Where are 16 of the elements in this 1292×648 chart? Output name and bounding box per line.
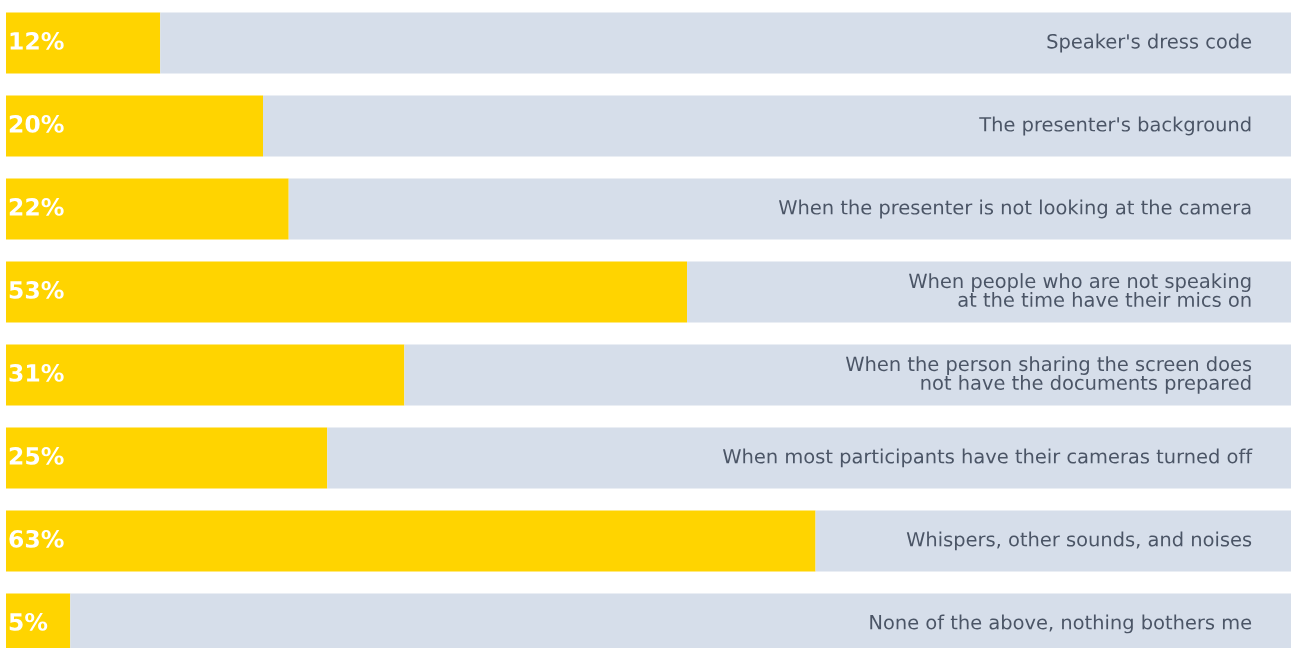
data-label: 63% (9, 529, 64, 548)
data-label: 12% (10, 31, 64, 50)
y-tick-label: When the presenter is not looking at the camera (778, 199, 1251, 219)
y-tick-label: Speaker's dress code (1047, 33, 1252, 53)
data-label: 25% (9, 446, 64, 465)
y-tick-label: When the person sharing the screen does not have the documents prepared (845, 356, 1252, 394)
data-label: 20% (9, 114, 64, 133)
y-tick-label: Whispers, other sounds, and noises (906, 531, 1252, 551)
data-label: 53% (9, 280, 64, 299)
y-tick-label: When most participants have their cameras turned off (722, 448, 1253, 468)
data-label: 22% (9, 197, 64, 216)
y-tick-label: When people who are not speaking at the time have their mics on (909, 273, 1251, 308)
data-label: 31% (9, 363, 64, 382)
data-label: 5% (9, 612, 48, 631)
y-tick-label: The presenter's background (979, 116, 1251, 136)
y-tick-label: None of the above, nothing bothers me (870, 614, 1252, 634)
